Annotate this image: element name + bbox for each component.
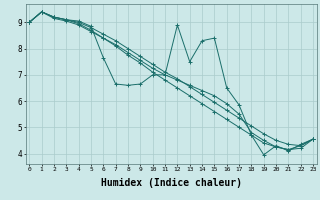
X-axis label: Humidex (Indice chaleur): Humidex (Indice chaleur) [101,178,242,188]
